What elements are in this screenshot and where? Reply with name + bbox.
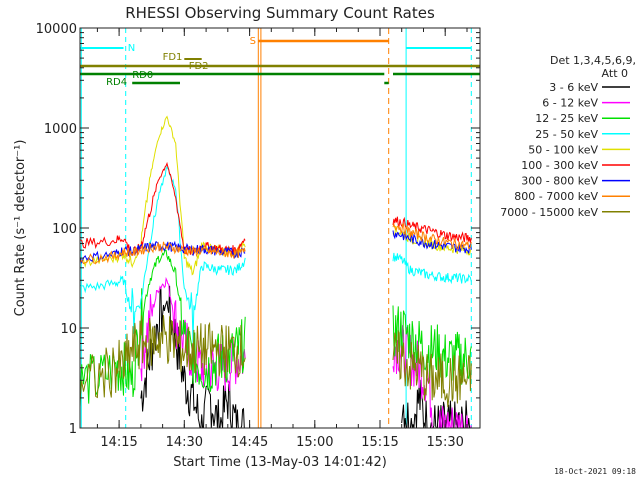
x-tick-label: 15:00: [296, 435, 333, 450]
flag-label-fd1: FD1: [163, 52, 183, 63]
flag-label-fd2: FD2: [189, 61, 209, 72]
legend-label-50-100-kev: 50 - 100 keV: [528, 143, 598, 156]
series-line-300-800-kev-1: [392, 230, 472, 254]
flag-label-rd0: RD0: [132, 70, 153, 81]
legend-label-800-7000-kev: 800 - 7000 keV: [514, 190, 598, 203]
y-axis-label: Count Rate (s⁻¹ detector⁻¹): [13, 140, 28, 317]
legend-label-25-50-kev: 25 - 50 keV: [535, 128, 598, 141]
chart-title: RHESSI Observing Summary Count Rates: [125, 4, 435, 22]
y-tick-label: 10000: [36, 22, 77, 37]
series-800-7000-kev: [79, 222, 472, 265]
axes: 14:15 14:30 14:45 15:00 15:15 15:30 1 10 100 1000…: [36, 22, 480, 450]
legend-header-1: Det 1,3,4,5,6,9,: [550, 54, 636, 67]
series-7000-15000-kev: [79, 315, 472, 408]
legend-label-100-300-kev: 100 - 300 keV: [521, 159, 598, 172]
y-tick-label: 1000: [44, 122, 77, 137]
legend-label-12-25-kev: 12 - 25 keV: [535, 112, 598, 125]
series-line-800-7000-kev-1: [392, 222, 472, 250]
footer-date: 18-Oct-2021 09:18: [554, 467, 636, 476]
x-tick-label: 14:30: [166, 435, 203, 450]
x-tick-label: 15:30: [426, 435, 463, 450]
y-tick-label: 1: [69, 422, 77, 437]
series-line-800-7000-kev-0: [79, 241, 246, 265]
x-tick-label: 15:15: [361, 435, 398, 450]
series-line-12-25-kev-1: [392, 305, 472, 385]
series-25-50-kev: [79, 165, 472, 344]
x-axis-label: Start Time (13-May-03 14:01:42): [173, 455, 387, 470]
legend-header-2: Att 0: [602, 67, 628, 80]
legend-label-300-800-kev: 300 - 800 keV: [521, 175, 598, 188]
x-tick-label: 14:45: [231, 435, 268, 450]
legend-label-7000-15000-kev: 7000 - 15000 keV: [500, 206, 598, 219]
series-layer: [79, 115, 472, 430]
flag-bars: N S FD1 FD2 RD0 RD4: [80, 36, 480, 88]
y-tick-label: 10: [60, 322, 77, 337]
series-line-100-300-kev-0: [79, 161, 246, 256]
series-line-7000-15000-kev-0: [79, 315, 246, 401]
flag-label-s: S: [250, 36, 256, 47]
y-tick-label: 100: [52, 222, 77, 237]
series-line-25-50-kev-1: [392, 252, 472, 285]
x-tick-label: 14:15: [100, 435, 137, 450]
flag-label-rd4: RD4: [106, 77, 127, 88]
flag-label-n: N: [128, 43, 135, 54]
legend-label-6-12-kev: 6 - 12 keV: [542, 97, 598, 110]
series-line-7000-15000-kev-1: [392, 329, 472, 408]
legend-label-3-6-kev: 3 - 6 keV: [549, 81, 598, 94]
series-line-100-300-kev-1: [392, 216, 472, 243]
legend: 3 - 6 keV 6 - 12 keV 12 - 25 keV 25 - 50 ke…: [500, 81, 630, 219]
